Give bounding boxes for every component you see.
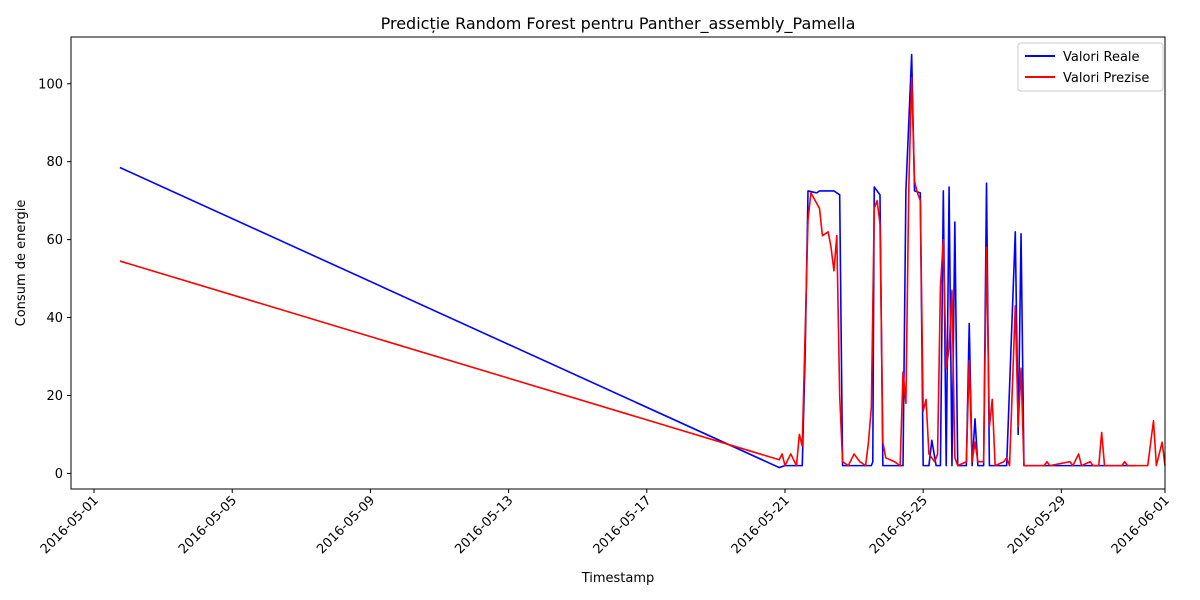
y-tick-label: 0 [55,467,63,482]
y-tick-label: 80 [46,155,63,170]
series-layer [119,53,1166,469]
legend-label-valori-reale: Valori Reale [1063,50,1140,65]
x-tick-label: 2016-06-01 [1109,493,1173,557]
x-tick-label: 2016-05-21 [729,493,793,557]
x-tick-label: 2016-05-17 [591,493,655,557]
x-axis: 2016-05-01 2016-05-05 2016-05-09 2016-05-13… [38,489,1173,557]
x-tick-label: 2016-05-09 [314,493,378,557]
x-tick-label: 2016-05-29 [1005,493,1069,557]
y-axis-title: Consum de energie [14,200,29,327]
series-line-valori-reale [119,53,1137,469]
x-tick-label: 2016-05-01 [38,493,102,557]
series-line-valori-prezise [119,77,1166,467]
x-axis-title: Timestamp [581,571,655,586]
x-tick-label: 2016-05-05 [176,493,240,557]
y-axis: 0 20 40 60 80 100 [38,77,71,482]
x-tick-label: 2016-05-25 [867,493,931,557]
legend: Valori Reale Valori Prezise [1017,42,1164,92]
y-tick-label: 20 [46,389,63,404]
legend-label-valori-prezise: Valori Prezise [1063,71,1149,86]
plot-area [70,36,1166,490]
chart-title: Predicție Random Forest pentru Panther_a… [381,14,856,34]
y-tick-label: 100 [38,77,63,92]
y-tick-label: 40 [46,311,63,326]
x-tick-label: 2016-05-13 [452,493,516,557]
y-tick-label: 60 [46,233,63,248]
